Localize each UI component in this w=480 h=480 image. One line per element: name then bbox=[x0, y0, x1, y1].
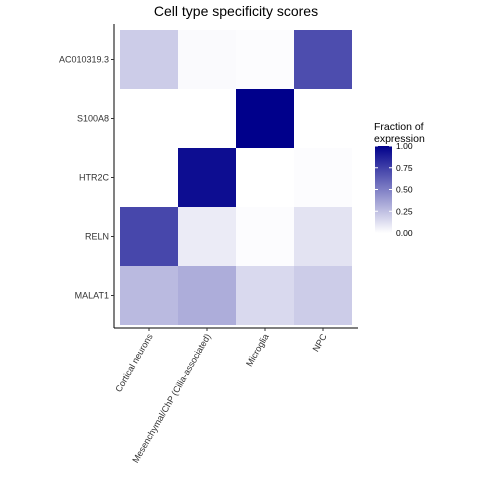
heatmap-cells bbox=[120, 30, 352, 325]
heatmap-cell-1-2 bbox=[236, 89, 294, 148]
heatmap-cell-4-3 bbox=[294, 266, 352, 325]
legend-title-line: expression bbox=[374, 133, 425, 145]
x-tick-label: Cortical neurons bbox=[113, 332, 155, 394]
chart-title: Cell type specificity scores bbox=[154, 3, 318, 19]
heatmap-cell-3-3 bbox=[294, 207, 352, 266]
heatmap-cell-0-0 bbox=[120, 30, 178, 89]
y-tick-label: AC010319.3 bbox=[59, 55, 109, 65]
legend-tick-label: 1.00 bbox=[396, 141, 413, 151]
heatmap-cell-3-1 bbox=[178, 207, 236, 266]
heatmap-cell-2-3 bbox=[294, 148, 352, 207]
heatmap-cell-1-3 bbox=[294, 89, 352, 148]
y-tick-label: RELN bbox=[85, 232, 109, 242]
y-tick-label: S100A8 bbox=[77, 114, 109, 124]
heatmap-cell-2-1 bbox=[178, 148, 236, 207]
heatmap-cell-4-1 bbox=[178, 266, 236, 325]
legend-tick-label: 0.50 bbox=[396, 185, 413, 195]
legend-tick-label: 0.25 bbox=[396, 206, 413, 216]
legend-color-bar bbox=[375, 146, 392, 233]
heatmap-cell-3-2 bbox=[236, 207, 294, 266]
heatmap-cell-1-1 bbox=[178, 89, 236, 148]
x-tick-label: NPC bbox=[311, 332, 329, 354]
heatmap-cell-0-2 bbox=[236, 30, 294, 89]
heatmap-cell-4-2 bbox=[236, 266, 294, 325]
heatmap-cell-4-0 bbox=[120, 266, 178, 325]
heatmap-cell-2-2 bbox=[236, 148, 294, 207]
heatmap-cell-0-1 bbox=[178, 30, 236, 89]
heatmap-cell-0-3 bbox=[294, 30, 352, 89]
legend-tick-label: 0.00 bbox=[396, 228, 413, 238]
legend-title-line: Fraction of bbox=[374, 121, 424, 133]
y-tick-label: HTR2C bbox=[79, 173, 110, 183]
heatmap-cell-2-0 bbox=[120, 148, 178, 207]
x-tick-label: Microglia bbox=[244, 332, 271, 368]
heatmap-cell-3-0 bbox=[120, 207, 178, 266]
heatmap-cell-1-0 bbox=[120, 89, 178, 148]
y-tick-label: MALAT1 bbox=[75, 291, 109, 301]
legend-tick-label: 0.75 bbox=[396, 163, 413, 173]
